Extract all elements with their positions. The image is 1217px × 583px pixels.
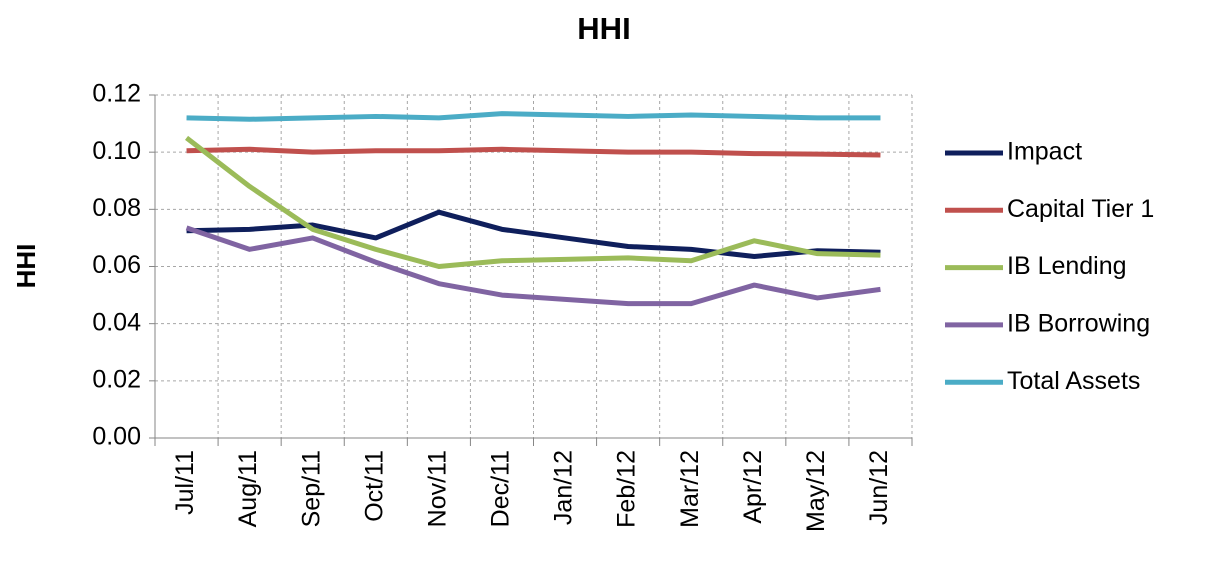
series-line	[186, 209, 881, 259]
x-tick-label: Sep/11	[297, 450, 325, 527]
x-tick-label: Mar/12	[676, 450, 704, 528]
x-tick-label: Dec/11	[487, 450, 515, 527]
x-tick-label: Oct/11	[360, 450, 388, 522]
x-tick-label: Jul/11	[171, 450, 199, 515]
x-tick-label: May/12	[802, 450, 830, 532]
legend-label: Total Assets	[1007, 367, 1140, 395]
legend-label: IB Lending	[1007, 252, 1127, 280]
y-tick-label: 0.10	[92, 137, 141, 165]
y-tick-label: 0.08	[92, 194, 141, 222]
y-tick-label: 0.04	[92, 308, 141, 336]
series-line	[186, 111, 881, 122]
x-tick-label: Feb/12	[613, 450, 641, 528]
series-line	[185, 135, 881, 269]
y-tick-label: 0.12	[92, 80, 141, 108]
series-line	[186, 146, 881, 158]
x-tick-label: Jun/12	[865, 450, 893, 525]
y-tick-label: 0.00	[92, 423, 141, 451]
x-tick-label: Jan/12	[550, 450, 578, 525]
x-tick-label: Apr/12	[739, 450, 767, 524]
x-tick-label: Nov/11	[423, 450, 451, 527]
y-tick-label: 0.02	[92, 365, 141, 393]
x-tick-label: Aug/11	[234, 450, 262, 527]
y-tick-label: 0.06	[92, 251, 141, 279]
legend-label: Capital Tier 1	[1007, 195, 1154, 223]
y-axis-label: HHI	[11, 244, 41, 289]
legend-label: Impact	[1007, 138, 1082, 166]
series-line	[185, 225, 881, 307]
legend-label: IB Borrowing	[1007, 310, 1150, 338]
chart-title: HHI	[577, 11, 630, 46]
